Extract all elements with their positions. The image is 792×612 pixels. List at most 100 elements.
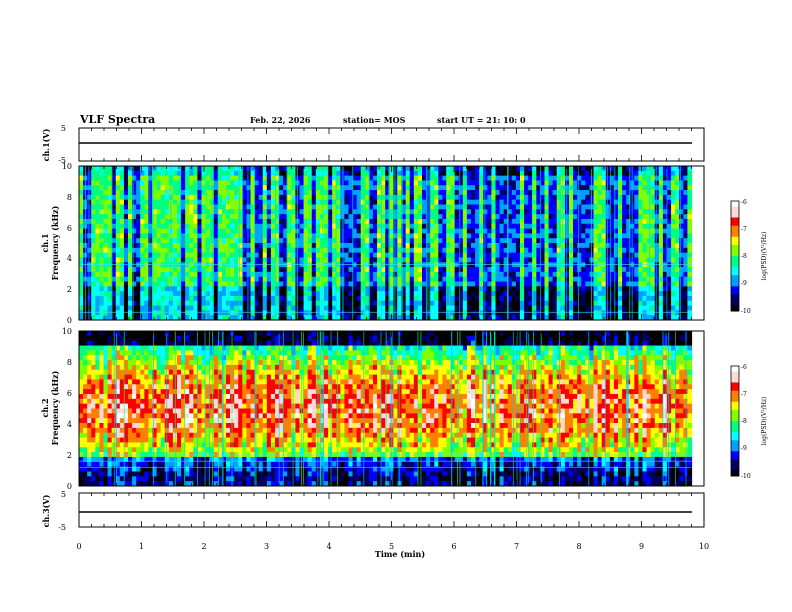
- spectrogram-cell: [254, 310, 260, 316]
- spectrogram-cell: [299, 257, 305, 263]
- spectrogram-cell: [650, 281, 656, 287]
- spectrogram-cell: [556, 238, 562, 244]
- spectrogram-cell: [556, 281, 562, 287]
- spectrogram-cell: [577, 281, 582, 287]
- spectrogram-cell: [181, 228, 186, 234]
- spectrogram-cell: [634, 233, 640, 239]
- spectrogram-cell: [434, 180, 439, 186]
- spectrogram-cell: [148, 243, 154, 249]
- spectrogram-cell: [495, 170, 501, 177]
- spectrogram-cell: [409, 291, 415, 297]
- spectrogram-cell: [189, 276, 194, 283]
- spectrogram-cell: [238, 185, 243, 191]
- spectrogram-cell: [426, 214, 431, 220]
- spectrogram-cell: [103, 170, 109, 177]
- spectrogram-cell: [303, 276, 309, 283]
- spectrogram-cell: [332, 209, 337, 215]
- spectrogram-cell: [532, 166, 537, 172]
- spectrogram-cell: [426, 257, 431, 263]
- spectrogram-cell: [270, 194, 276, 201]
- spectrogram-cell: [483, 190, 488, 196]
- spectrogram-cell: [115, 214, 121, 220]
- spectrogram-cell: [548, 315, 554, 320]
- spectrogram-cell: [471, 166, 476, 172]
- spectrogram-cell: [618, 295, 623, 302]
- spectrogram-cell: [548, 166, 554, 172]
- spectrogram-cell: [181, 286, 186, 292]
- spectrogram-cell: [638, 199, 644, 206]
- spectrogram-cell: [536, 204, 542, 210]
- spectrogram-cell: [164, 300, 170, 307]
- spectrogram-cell: [303, 185, 309, 191]
- spectrogram-cell: [405, 276, 411, 283]
- spectrogram-cell: [569, 295, 574, 302]
- spectrogram-cell: [189, 170, 194, 177]
- spectrogram-cell: [230, 170, 235, 177]
- spectrogram-cell: [164, 166, 170, 172]
- spectrogram-cell: [548, 281, 554, 287]
- spectrogram-cell: [87, 209, 92, 215]
- spectrogram-cell: [128, 218, 133, 225]
- spectrogram-cell: [279, 315, 284, 320]
- spectrogram-cell: [507, 190, 513, 196]
- spectrogram-cell: [291, 305, 297, 311]
- spectrogram-cell: [622, 233, 627, 239]
- spectrogram-cell: [393, 228, 399, 234]
- spectrogram-cell: [144, 223, 150, 230]
- spectrogram-cell: [107, 257, 113, 263]
- spectrogram-cell: [662, 190, 668, 196]
- spectrogram-cell: [262, 166, 268, 172]
- spectrogram-cell: [344, 257, 350, 263]
- spectrogram-cell: [393, 300, 399, 307]
- spectrogram-cell: [491, 194, 497, 201]
- spectrogram-cell: [307, 209, 313, 215]
- spectrogram-cell: [389, 228, 395, 234]
- spectrogram-cell: [405, 194, 411, 201]
- spectrogram-cell: [164, 286, 170, 292]
- spectrogram-cell: [564, 281, 570, 287]
- spectrogram-cell: [475, 276, 480, 283]
- spectrogram-cell: [491, 276, 497, 283]
- spectrogram-cell: [569, 199, 574, 206]
- spectrogram-cell: [148, 238, 154, 244]
- spectrogram-cell: [303, 175, 309, 182]
- spectrogram-cell: [336, 243, 341, 249]
- spectrogram-cell: [438, 190, 444, 196]
- spectrogram-cell: [136, 209, 141, 215]
- spectrogram-cell: [311, 175, 317, 182]
- spectrogram-cell: [283, 194, 288, 201]
- spectrogram-cell: [389, 267, 395, 273]
- spectrogram-cell: [577, 252, 582, 259]
- spectrogram-cell: [221, 295, 227, 302]
- spectrogram-cell: [454, 194, 460, 201]
- spectrogram-cell: [221, 170, 227, 177]
- spectrogram-cell: [79, 170, 84, 177]
- spectrogram-cell: [515, 204, 521, 210]
- spectrogram-cell: [564, 166, 570, 172]
- spectrogram-cell: [613, 243, 619, 249]
- spectrogram-cell: [409, 204, 415, 210]
- spectrogram-cell: [462, 310, 468, 316]
- spectrogram-cell: [487, 199, 493, 206]
- spectrogram-cell: [483, 315, 488, 320]
- spectrogram-cell: [442, 199, 448, 206]
- spectrogram-cell: [156, 218, 162, 225]
- spectrogram-cell: [144, 252, 150, 259]
- spectrogram-cell: [650, 271, 656, 278]
- spectrogram-cell: [270, 295, 276, 302]
- spectrogram-cell: [634, 228, 640, 234]
- spectrogram-cell: [389, 310, 395, 316]
- spectrogram-cell: [258, 295, 264, 302]
- spectrogram-cell: [585, 295, 591, 302]
- spectrogram-cell: [193, 204, 199, 210]
- spectrogram-cell: [622, 228, 627, 234]
- spectrogram-cell: [642, 310, 648, 316]
- spectrogram-cell: [613, 214, 619, 220]
- spectrogram-cell: [181, 305, 186, 311]
- spectrogram-cell: [295, 310, 301, 316]
- spectrogram-cell: [528, 199, 533, 206]
- spectrogram-cell: [487, 180, 493, 186]
- spectrogram-cell: [193, 166, 199, 172]
- spectrogram-cell: [132, 295, 137, 302]
- spectrogram-cell: [315, 218, 321, 225]
